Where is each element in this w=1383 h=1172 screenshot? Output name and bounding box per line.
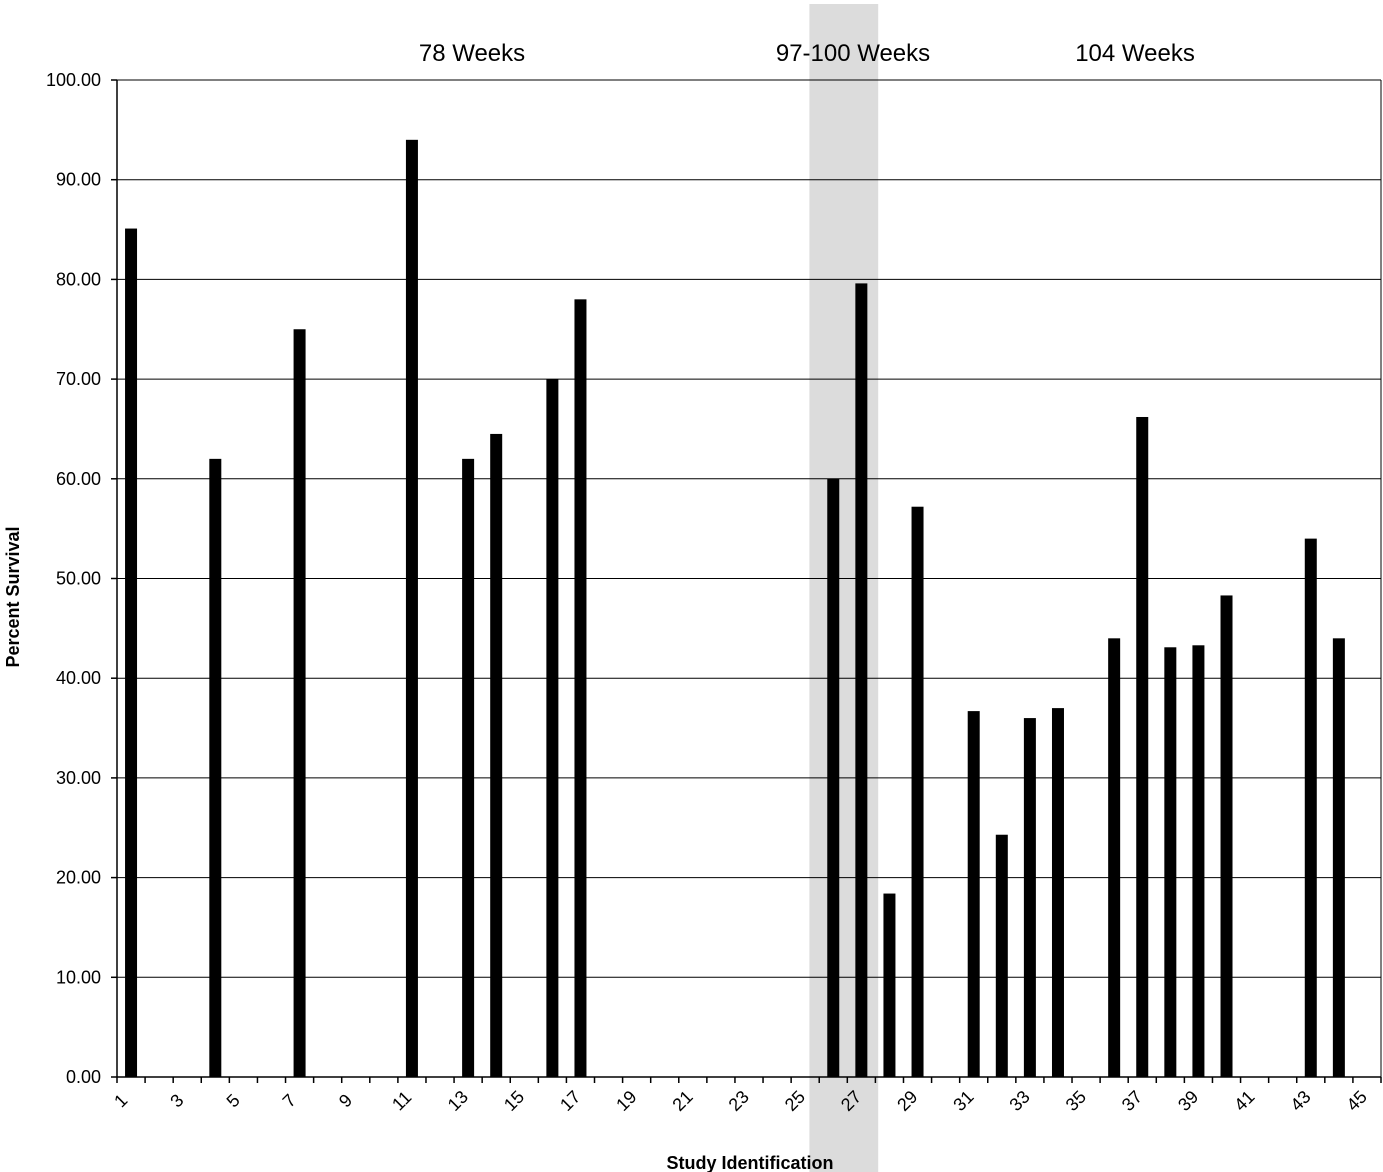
bar-study-34 <box>1051 708 1064 1077</box>
x-tick-label: 39 <box>1174 1087 1202 1115</box>
bar-study-11 <box>405 139 418 1077</box>
x-tick-label: 45 <box>1343 1087 1371 1115</box>
bar-study-1 <box>125 228 138 1078</box>
bar-study-31 <box>967 711 980 1077</box>
bar-study-26 <box>827 478 840 1077</box>
bar-study-14 <box>490 433 503 1077</box>
bar-study-36 <box>1108 638 1121 1077</box>
x-tick-label: 15 <box>500 1087 528 1115</box>
x-tick-label: 17 <box>556 1087 584 1115</box>
x-tick-label: 37 <box>1118 1087 1146 1115</box>
x-tick-label: 33 <box>1005 1087 1033 1115</box>
bar-study-38 <box>1164 647 1177 1077</box>
bar-study-7 <box>293 329 306 1077</box>
bar-study-29 <box>911 506 924 1077</box>
x-tick-label: 41 <box>1230 1087 1258 1115</box>
y-tick-label: 20.00 <box>56 868 101 888</box>
x-tick-label: 31 <box>949 1087 977 1115</box>
x-tick-label: 11 <box>388 1087 415 1114</box>
bar-study-28 <box>883 893 896 1077</box>
x-tick-label: 13 <box>444 1087 472 1115</box>
x-tick-label: 19 <box>612 1087 640 1115</box>
x-tick-label: 23 <box>725 1087 753 1115</box>
bar-study-16 <box>546 379 559 1078</box>
bar-study-43 <box>1304 538 1317 1077</box>
x-tick-label: 1 <box>110 1090 131 1111</box>
bar-study-37 <box>1136 416 1149 1078</box>
y-tick-label: 100.00 <box>46 70 101 90</box>
bar-study-32 <box>995 834 1008 1077</box>
y-tick-label: 80.00 <box>56 269 101 289</box>
x-tick-label: 29 <box>893 1087 921 1115</box>
y-tick-label: 10.00 <box>56 967 101 987</box>
group-label-97-100-weeks: 97-100 Weeks <box>776 40 930 67</box>
bar-study-4 <box>209 458 222 1077</box>
x-tick-label: 3 <box>166 1090 187 1111</box>
y-tick-label: 40.00 <box>56 668 101 688</box>
bar-study-13 <box>462 458 475 1077</box>
bar-study-40 <box>1220 595 1233 1077</box>
y-tick-label: 90.00 <box>56 170 101 190</box>
y-tick-label: 0.00 <box>66 1067 101 1087</box>
x-axis-title: Study Identification <box>666 1153 833 1172</box>
x-tick-label: 35 <box>1062 1087 1090 1115</box>
bar-study-27 <box>855 283 868 1077</box>
x-tick-label: 21 <box>668 1087 696 1115</box>
y-tick-label: 60.00 <box>56 469 101 489</box>
x-tick-label: 9 <box>335 1090 356 1111</box>
x-tick-label: 7 <box>279 1090 300 1111</box>
y-tick-label: 70.00 <box>56 369 101 389</box>
y-tick-label: 30.00 <box>56 768 101 788</box>
bar-study-39 <box>1192 645 1205 1077</box>
x-tick-label: 43 <box>1286 1087 1314 1115</box>
bar-study-17 <box>574 299 587 1078</box>
group-label-104-weeks: 104 Weeks <box>1075 40 1195 67</box>
bar-study-44 <box>1332 638 1345 1077</box>
group-label-78-weeks: 78 Weeks <box>419 40 525 67</box>
y-tick-label: 50.00 <box>56 569 101 589</box>
y-axis-title: Percent Survival <box>3 526 23 667</box>
x-tick-label: 5 <box>223 1090 244 1111</box>
bar-study-33 <box>1023 718 1036 1077</box>
x-tick-label: 25 <box>781 1087 809 1115</box>
